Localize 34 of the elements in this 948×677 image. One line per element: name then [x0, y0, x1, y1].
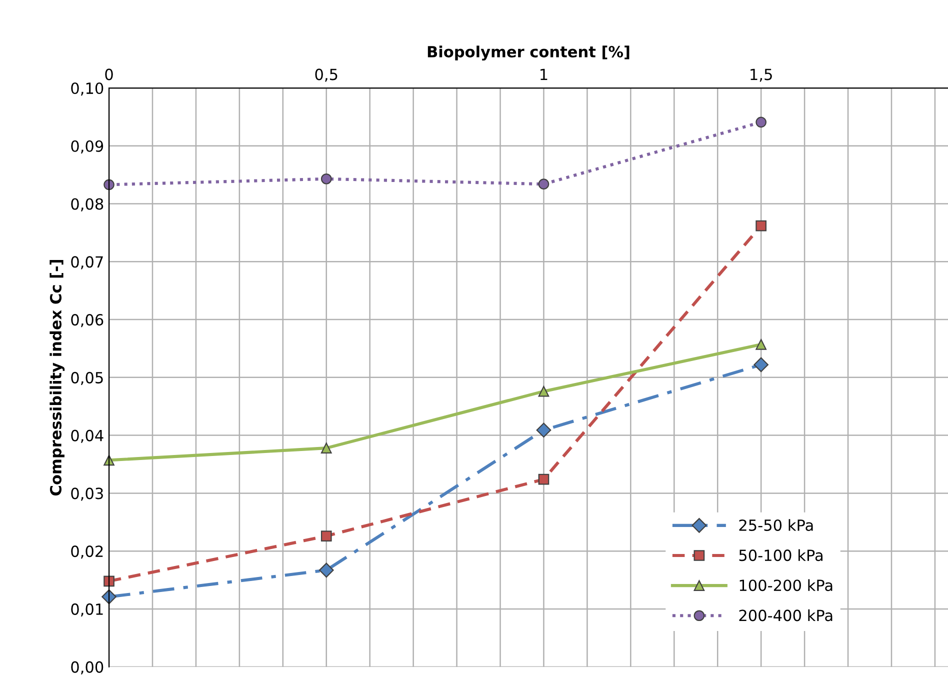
y-tick-label: 0,05 — [71, 372, 103, 386]
y-tick-label: 0,02 — [71, 546, 103, 559]
x-tick-label: 0,5 — [315, 68, 338, 82]
y-axis-title: Compressibility index Cc [-] — [50, 260, 65, 496]
point — [104, 576, 114, 587]
legend-label: 100-200 kPa — [740, 579, 832, 592]
point — [320, 173, 332, 184]
x-tick-label: 1,5 — [750, 68, 772, 82]
legend-label: 25-50 kPa — [739, 519, 813, 531]
y-tick-label: 0,07 — [71, 256, 103, 270]
y-tick-label: 0,10 — [71, 82, 104, 96]
point — [320, 530, 332, 542]
legend-label: 50-100 kPa — [739, 549, 822, 562]
point — [754, 357, 769, 372]
point — [756, 220, 766, 232]
legend-label: 200-400 kPa — [739, 609, 832, 622]
y-tick-label: 0,09 — [71, 140, 104, 154]
y-tick-label: 0,08 — [71, 198, 104, 212]
x-axis-title: Biopolymer content [%] — [428, 46, 630, 61]
point — [536, 422, 552, 438]
point — [538, 178, 550, 190]
y-tick-label: 0,01 — [71, 603, 103, 617]
point — [538, 474, 550, 485]
x-tick-label: 0 — [105, 68, 113, 80]
point — [538, 386, 550, 397]
y-tick-label: 0,04 — [71, 430, 104, 443]
point — [320, 442, 332, 454]
x-tick-label: 1 — [540, 68, 548, 80]
y-tick-label: 0,06 — [71, 314, 104, 328]
y-tick-label: 0,00 — [71, 661, 104, 674]
point — [756, 339, 766, 350]
point — [318, 562, 334, 578]
y-tick-label: 0,03 — [71, 488, 103, 501]
point — [756, 116, 766, 128]
